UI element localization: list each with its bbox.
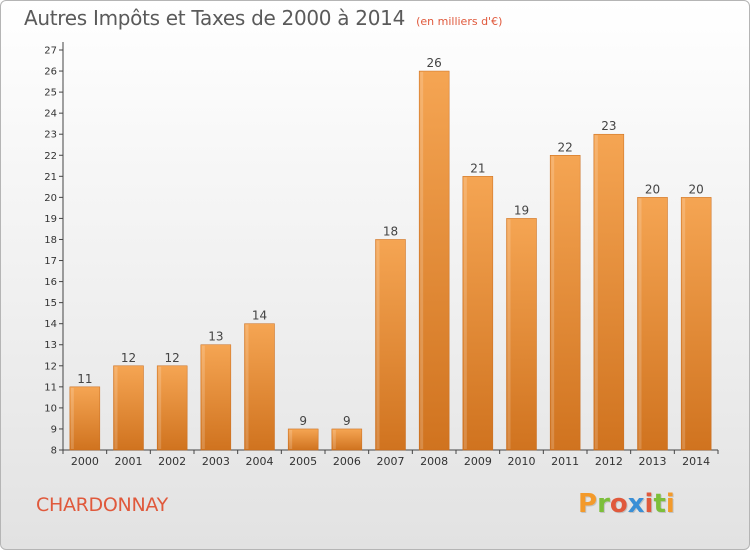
bar-highlight-2007 [376,240,380,449]
y-tick-label: 11 [44,382,57,393]
value-label-2001: 12 [121,351,136,365]
bar-highlight-2001 [114,366,118,449]
bar-2007 [375,239,406,451]
bar-2009 [462,176,494,451]
y-tick-label: 20 [44,193,57,204]
bar-highlight-2003 [201,345,205,449]
bar-2013 [637,197,668,451]
value-label-2012: 23 [601,119,616,133]
bar-2010 [506,218,537,451]
bar-2001 [113,365,144,451]
chart-title: Autres Impôts et Taxes de 2000 à 2014 [24,6,405,30]
chart-bars [69,70,712,451]
bar-highlight-2009 [463,177,467,449]
x-tick-label-2014: 2014 [682,455,710,468]
x-tick-label-2012: 2012 [595,455,623,468]
bar-highlight-2014 [682,198,686,449]
bar-highlight-2008 [420,72,424,449]
x-tick-label-2003: 2003 [202,455,230,468]
y-tick-label: 26 [44,67,57,78]
x-tick-label-2002: 2002 [158,455,186,468]
y-tick-label: 23 [44,130,57,141]
value-label-2005: 9 [299,414,307,428]
commune-name: CHARDONNAY [36,494,168,516]
chart-title-group: Autres Impôts et Taxes de 2000 à 2014 (e… [24,6,502,30]
bar-highlight-2002 [158,366,162,449]
value-label-2002: 12 [165,351,180,365]
chart-labels: 11 2000 12 2001 12 2002 13 2003 14 2004 9 2005 9 2006… [71,56,710,468]
x-tick-label-2011: 2011 [551,455,579,468]
y-tick-label: 24 [44,109,57,120]
x-tick-label-2010: 2010 [508,455,536,468]
bar-highlight-2004 [245,324,249,449]
logo-letter: r [597,489,610,519]
y-tick-label: 12 [44,361,57,372]
value-label-2006: 9 [343,414,351,428]
y-tick-label: 22 [44,151,57,162]
bar-highlight-2012 [594,135,598,450]
bar-2004 [244,323,275,451]
value-label-2009: 21 [470,161,485,175]
y-tick-label: 13 [44,340,57,351]
x-tick-label-2013: 2013 [639,455,667,468]
x-tick-label-2001: 2001 [115,455,143,468]
bar-2008 [418,70,450,451]
bar-2002 [156,365,188,451]
y-tick-label: 17 [44,256,57,267]
logo-letter: i [665,489,675,519]
logo-letter: x [627,489,645,519]
proxiti-logo: Proxiti [578,489,675,519]
bar-2000 [69,386,101,451]
value-label-2000: 11 [77,372,92,386]
bar-2012 [593,133,625,451]
logo-letter: i [644,489,654,519]
bar-highlight-2006 [332,429,336,449]
value-label-2014: 20 [689,182,704,196]
bar-highlight-2000 [70,387,74,449]
x-tick-label-2006: 2006 [333,455,361,468]
y-tick-label: 15 [44,298,57,309]
bar-highlight-2010 [507,219,511,449]
y-tick-label: 9 [51,424,57,435]
y-tick-label: 19 [44,214,57,225]
value-label-2004: 14 [252,309,267,323]
x-tick-label-2007: 2007 [377,455,405,468]
value-label-2010: 19 [514,203,529,217]
y-tick-label: 8 [51,446,57,457]
logo-letter: o [609,489,628,519]
value-label-2013: 20 [645,182,660,196]
value-label-2008: 26 [427,56,442,70]
x-tick-label-2008: 2008 [420,455,448,468]
y-tick-label: 16 [44,277,57,288]
x-tick-label-2009: 2009 [464,455,492,468]
y-tick-label: 25 [44,88,57,99]
bar-2005 [287,428,319,451]
bar-highlight-2011 [551,156,555,449]
y-tick-label: 10 [44,403,57,414]
y-tick-label: 21 [44,172,57,183]
value-label-2003: 13 [208,330,223,344]
logo-letter: P [578,489,598,519]
bar-2003 [200,344,232,451]
value-label-2011: 22 [558,140,573,154]
bar-highlight-2013 [638,198,642,449]
y-tick-label: 27 [44,46,57,57]
bar-2014 [680,197,712,451]
logo-letter: t [653,489,666,519]
x-tick-label-2004: 2004 [246,455,274,468]
x-tick-label-2000: 2000 [71,455,99,468]
bar-2006 [331,428,363,451]
y-tick-label: 18 [44,235,57,246]
value-label-2007: 18 [383,224,398,238]
x-tick-label-2005: 2005 [289,455,317,468]
bar-2011 [549,155,581,451]
chart-unit: (en milliers d'€) [416,15,503,28]
y-tick-label: 14 [44,319,57,330]
bar-highlight-2005 [289,429,293,449]
